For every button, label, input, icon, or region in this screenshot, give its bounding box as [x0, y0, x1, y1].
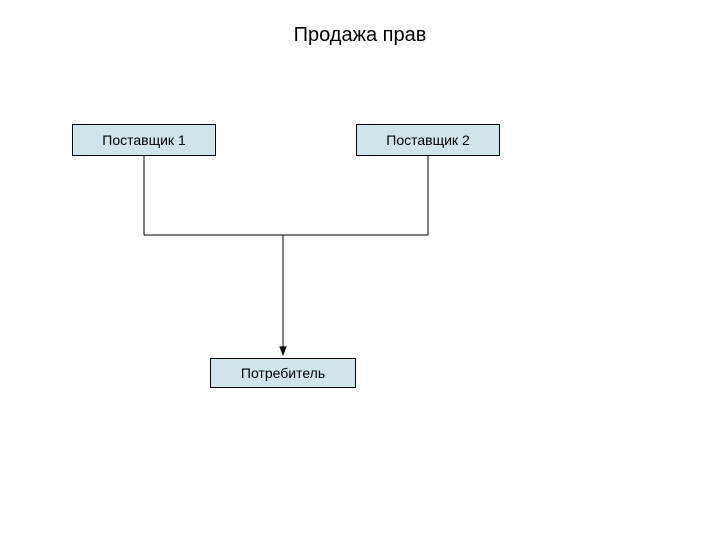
node-supplier-1: Поставщик 1: [72, 124, 216, 156]
diagram-title: Продажа прав: [0, 24, 720, 47]
node-supplier-2: Поставщик 2: [356, 124, 500, 156]
connector-lines: [0, 0, 720, 540]
node-consumer-label: Потребитель: [241, 365, 325, 381]
node-supplier-2-label: Поставщик 2: [386, 132, 469, 148]
node-consumer: Потребитель: [210, 358, 356, 388]
node-supplier-1-label: Поставщик 1: [102, 132, 185, 148]
